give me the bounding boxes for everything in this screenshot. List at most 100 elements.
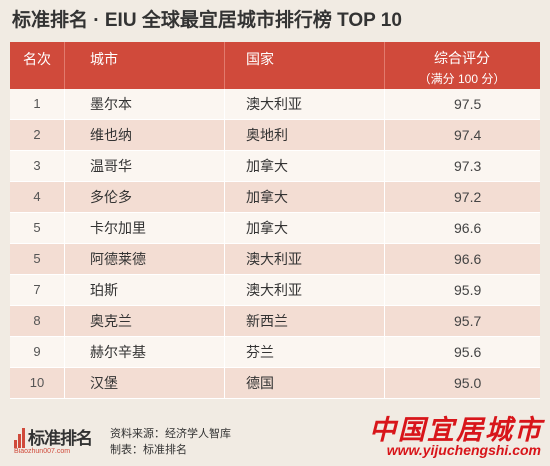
city-cell: 多伦多 [90,189,132,205]
page-title: 标准排名 · EIU 全球最宜居城市排行榜 TOP 10 [0,0,550,42]
logo-url: Biaozhun007.com [14,448,71,455]
column-divider [224,120,225,151]
score-cell: 96.6 [454,251,482,267]
column-divider [384,306,385,337]
table-row: 7 珀斯 澳大利亚 95.9 [10,275,540,306]
score-cell: 97.4 [454,127,482,143]
country-cell: 奥地利 [246,127,288,143]
column-divider [384,213,385,244]
column-divider [64,89,65,120]
country-cell: 加拿大 [246,158,288,174]
watermark: 中国宜居城市 www.yijuchengshi.com [360,412,545,466]
table-header: 名次 城市 国家 综合评分 （满分 100 分） [10,42,540,89]
table-row: 5 阿德莱德 澳大利亚 96.6 [10,244,540,275]
rank-cell: 2 [33,127,41,142]
column-divider [64,337,65,368]
table-row: 10 汉堡 德国 95.0 [10,368,540,399]
column-divider [64,244,65,275]
column-divider [224,151,225,182]
column-divider [224,368,225,399]
city-cell: 奥克兰 [90,313,132,329]
column-divider [64,368,65,399]
header-city: 城市 [90,51,118,67]
logo-bars-icon [14,426,26,448]
country-cell: 德国 [246,375,274,391]
city-cell: 阿德莱德 [90,251,146,267]
country-cell: 新西兰 [246,313,288,329]
country-cell: 澳大利亚 [246,96,302,112]
score-cell: 95.9 [454,282,482,298]
table-body: 1 墨尔本 澳大利亚 97.5 2 维也纳 奥地利 97.4 3 温哥华 加拿大 97.3 4 多伦多 加拿… [10,89,540,399]
header-country: 国家 [246,51,274,67]
city-cell: 汉堡 [90,375,118,391]
watermark-url: www.yijuchengshi.com [386,442,541,458]
column-divider [224,213,225,244]
table-row: 8 奥克兰 新西兰 95.7 [10,306,540,337]
column-divider [224,337,225,368]
rank-cell: 3 [33,158,41,173]
maker-text: 制表：标准排名 [110,443,187,456]
header-rank: 名次 [23,51,51,67]
table-row: 5 卡尔加里 加拿大 96.6 [10,213,540,244]
country-cell: 芬兰 [246,344,274,360]
source-text: 资料来源：经济学人智库 [110,427,231,440]
city-cell: 珀斯 [90,282,118,298]
city-cell: 温哥华 [90,158,132,174]
rank-cell: 7 [33,282,41,297]
score-cell: 95.7 [454,313,482,329]
header-score: 综合评分 （满分 100 分） [384,42,540,89]
city-cell: 墨尔本 [90,96,132,112]
rank-cell: 8 [33,313,41,328]
country-cell: 澳大利亚 [246,282,302,298]
country-cell: 加拿大 [246,189,288,205]
table-row: 1 墨尔本 澳大利亚 97.5 [10,89,540,120]
rank-cell: 1 [33,96,41,111]
column-divider [384,151,385,182]
city-cell: 卡尔加里 [90,220,146,236]
header-score-subtitle: （满分 100 分） [418,72,506,86]
column-divider [64,213,65,244]
column-divider [384,120,385,151]
column-divider [64,120,65,151]
column-divider [64,275,65,306]
table-row: 2 维也纳 奥地利 97.4 [10,120,540,151]
column-divider [224,306,225,337]
column-divider [64,182,65,213]
rank-cell: 5 [33,251,41,266]
rank-cell: 10 [29,375,45,390]
brand-logo: 标准排名 Biaozhun007.com [14,424,96,458]
column-divider [384,337,385,368]
header-score-label: 综合评分 [434,50,490,66]
score-cell: 97.3 [454,158,482,174]
score-cell: 95.0 [454,375,482,391]
column-divider [384,89,385,120]
score-cell: 96.6 [454,220,482,236]
rank-cell: 5 [33,220,41,235]
column-divider [384,182,385,213]
city-cell: 赫尔辛基 [90,344,146,360]
score-cell: 95.6 [454,344,482,360]
logo-text: 标准排名 [28,429,93,448]
column-divider [384,244,385,275]
column-divider [224,182,225,213]
table-row: 3 温哥华 加拿大 97.3 [10,151,540,182]
city-cell: 维也纳 [90,127,132,143]
header-divider [64,42,65,89]
footer: 标准排名 Biaozhun007.com 资料来源：经济学人智库 制表：标准排名… [0,412,550,466]
column-divider [384,275,385,306]
header-divider [384,42,385,89]
header-divider [224,42,225,89]
table-row: 4 多伦多 加拿大 97.2 [10,182,540,213]
column-divider [64,151,65,182]
watermark-title: 中国宜居城市 [369,415,543,446]
credits: 资料来源：经济学人智库 制表：标准排名 [110,426,231,458]
column-divider [224,275,225,306]
column-divider [224,89,225,120]
column-divider [384,368,385,399]
country-cell: 澳大利亚 [246,251,302,267]
rank-cell: 4 [33,189,41,204]
score-cell: 97.5 [454,96,482,112]
country-cell: 加拿大 [246,220,288,236]
score-cell: 97.2 [454,189,482,205]
column-divider [64,306,65,337]
